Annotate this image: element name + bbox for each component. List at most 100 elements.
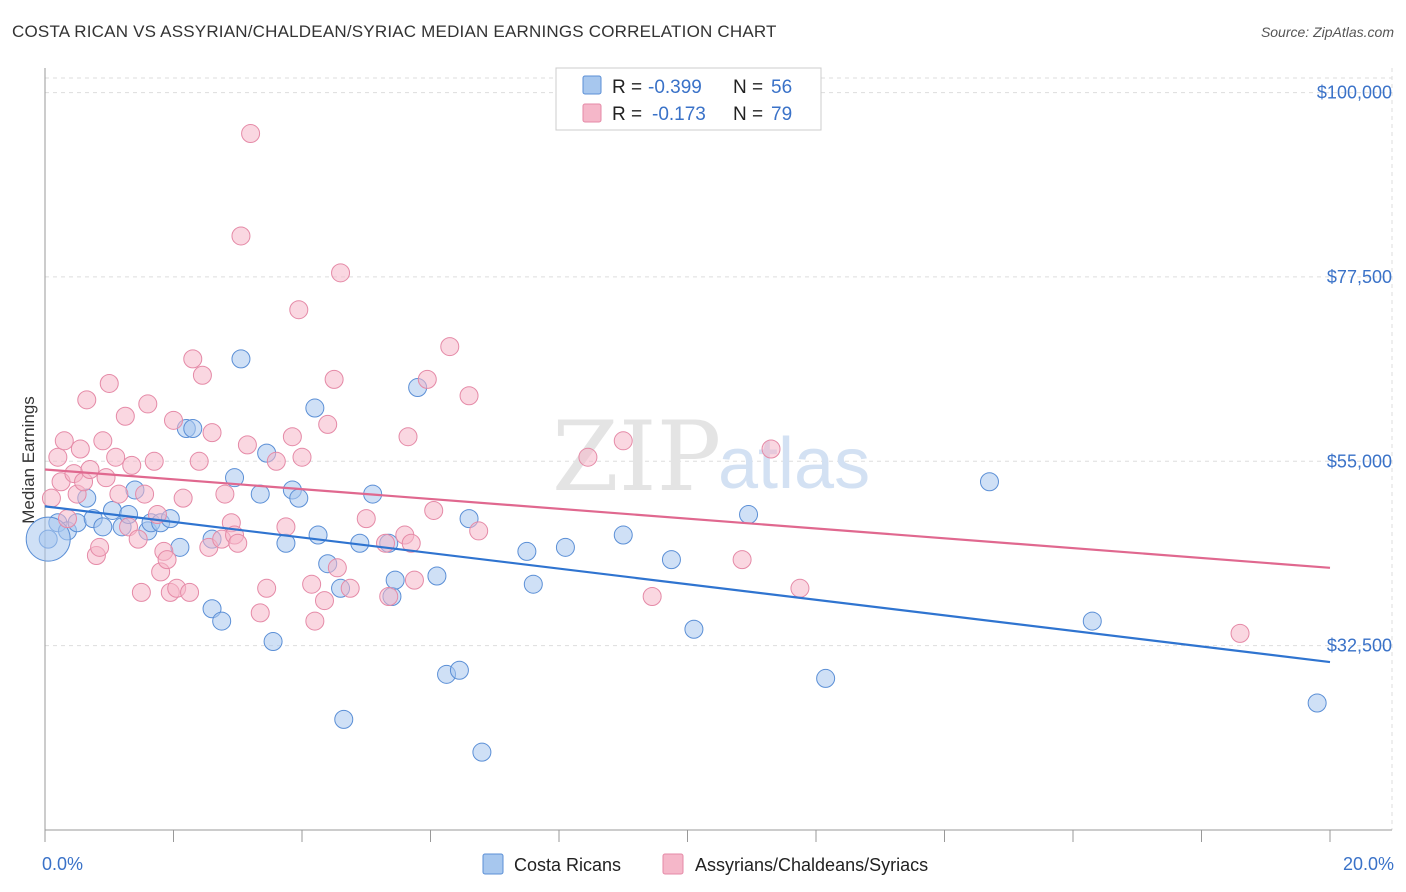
point-s1-65 bbox=[379, 586, 399, 606]
y-tick-label-0: $32,500 bbox=[1327, 636, 1392, 656]
point-s1-55 bbox=[302, 574, 322, 594]
watermark-atlas: atlas bbox=[718, 424, 870, 504]
point-s0-51 bbox=[739, 505, 759, 525]
point-s0-53 bbox=[979, 472, 999, 492]
point-s1-72 bbox=[440, 337, 460, 357]
point-s1-13 bbox=[93, 431, 113, 451]
point-s1-22 bbox=[131, 582, 151, 602]
point-s1-0 bbox=[41, 488, 61, 508]
point-s1-75 bbox=[578, 447, 598, 467]
point-s1-9 bbox=[77, 390, 97, 410]
bottom-legend-swatch-costa-ricans bbox=[482, 853, 504, 875]
point-s0-20 bbox=[212, 611, 232, 631]
point-s1-59 bbox=[324, 369, 344, 389]
point-s0-25 bbox=[263, 632, 283, 652]
point-s1-4 bbox=[57, 509, 77, 529]
series-legend: Costa Ricans Assyrians/Chaldeans/Syriacs bbox=[482, 853, 928, 875]
point-s1-81 bbox=[1230, 623, 1250, 643]
legend-n-value-0: 56 bbox=[771, 77, 792, 98]
point-s1-17 bbox=[109, 484, 129, 504]
axes bbox=[44, 68, 1392, 842]
point-s1-53 bbox=[289, 300, 309, 320]
point-s0-33 bbox=[334, 709, 354, 729]
trend-lines bbox=[44, 468, 1331, 664]
source-credit: Source: ZipAtlas.com bbox=[1260, 24, 1394, 40]
point-s0-30 bbox=[308, 525, 328, 545]
trend-line-0 bbox=[44, 505, 1331, 664]
point-s1-31 bbox=[164, 410, 183, 430]
point-s1-44 bbox=[228, 533, 248, 553]
point-s0-49 bbox=[661, 550, 681, 570]
point-s1-49 bbox=[257, 578, 277, 598]
point-s1-37 bbox=[192, 365, 212, 385]
point-s1-78 bbox=[732, 550, 752, 570]
point-s1-50 bbox=[266, 451, 286, 471]
y-tick-label-1: $55,000 bbox=[1327, 451, 1392, 471]
point-s1-20 bbox=[122, 455, 142, 475]
legend-r-value-0: -0.399 bbox=[648, 77, 702, 98]
point-s1-33 bbox=[173, 488, 193, 508]
point-s1-35 bbox=[183, 349, 203, 369]
point-s1-15 bbox=[99, 373, 119, 393]
point-s1-76 bbox=[613, 431, 633, 451]
legend-n-label-0: N = bbox=[733, 77, 763, 98]
y-axis-label: Median Earnings bbox=[19, 396, 38, 524]
y-tick-label-3: $100,000 bbox=[1317, 83, 1392, 103]
series-assyrians-points bbox=[41, 124, 1250, 643]
point-s0-29 bbox=[305, 398, 325, 418]
point-s1-60 bbox=[327, 558, 347, 578]
point-s0-44 bbox=[472, 742, 492, 762]
bottom-legend-swatch-assyrians bbox=[662, 853, 684, 875]
point-s1-69 bbox=[404, 570, 424, 590]
point-s0-23 bbox=[250, 484, 270, 504]
y-tick-label-2: $77,500 bbox=[1327, 267, 1392, 287]
point-s1-68 bbox=[401, 533, 421, 553]
point-s0-47 bbox=[555, 537, 575, 557]
point-s1-16 bbox=[106, 447, 126, 467]
point-s1-45 bbox=[231, 226, 251, 246]
point-s1-29 bbox=[157, 550, 177, 570]
point-s1-10 bbox=[80, 459, 100, 479]
legend-r-label-0: R = bbox=[612, 77, 642, 98]
point-s1-21 bbox=[128, 529, 148, 549]
x-tick-labels: 0.0% 20.0% bbox=[42, 854, 1394, 874]
point-s1-25 bbox=[144, 451, 164, 471]
point-s0-21 bbox=[225, 468, 245, 488]
legend-n-label-1: N = bbox=[733, 104, 763, 125]
point-s1-57 bbox=[314, 591, 334, 611]
point-s1-18 bbox=[115, 406, 135, 426]
bottom-legend-label-costa-ricans: Costa Ricans bbox=[514, 855, 621, 875]
x-tick-label-0: 0.0% bbox=[42, 854, 83, 874]
watermark: ZIP atlas bbox=[552, 401, 870, 513]
point-s1-70 bbox=[417, 369, 437, 389]
legend-r-label-1: R = bbox=[612, 104, 642, 125]
x-tick-label-1: 20.0% bbox=[1343, 854, 1394, 874]
point-s1-63 bbox=[356, 509, 376, 529]
point-s1-34 bbox=[180, 582, 200, 602]
point-s0-28 bbox=[289, 488, 309, 508]
point-s1-62 bbox=[340, 578, 360, 598]
point-s1-77 bbox=[642, 586, 662, 606]
point-s1-54 bbox=[292, 447, 312, 467]
point-s1-36 bbox=[189, 451, 209, 471]
point-s0-54 bbox=[1082, 611, 1102, 631]
point-s0-42 bbox=[449, 660, 469, 680]
point-s1-73 bbox=[459, 386, 479, 406]
chart-title: COSTA RICAN VS ASSYRIAN/CHALDEAN/SYRIAC … bbox=[12, 22, 777, 41]
point-s0-40 bbox=[427, 566, 447, 586]
point-s0-45 bbox=[517, 541, 537, 561]
point-s1-12 bbox=[90, 537, 110, 557]
point-s1-1 bbox=[48, 447, 68, 467]
point-s1-52 bbox=[282, 427, 302, 447]
point-s1-61 bbox=[331, 263, 351, 283]
point-s0-48 bbox=[613, 525, 633, 545]
point-s1-7 bbox=[70, 439, 90, 459]
point-s1-46 bbox=[237, 435, 257, 455]
point-s1-74 bbox=[469, 521, 489, 541]
point-s1-48 bbox=[250, 603, 270, 623]
point-s1-71 bbox=[424, 500, 444, 520]
point-s0-52 bbox=[816, 668, 836, 688]
point-s0-large bbox=[25, 516, 71, 562]
point-s1-51 bbox=[276, 517, 296, 537]
point-s1-3 bbox=[54, 431, 74, 451]
